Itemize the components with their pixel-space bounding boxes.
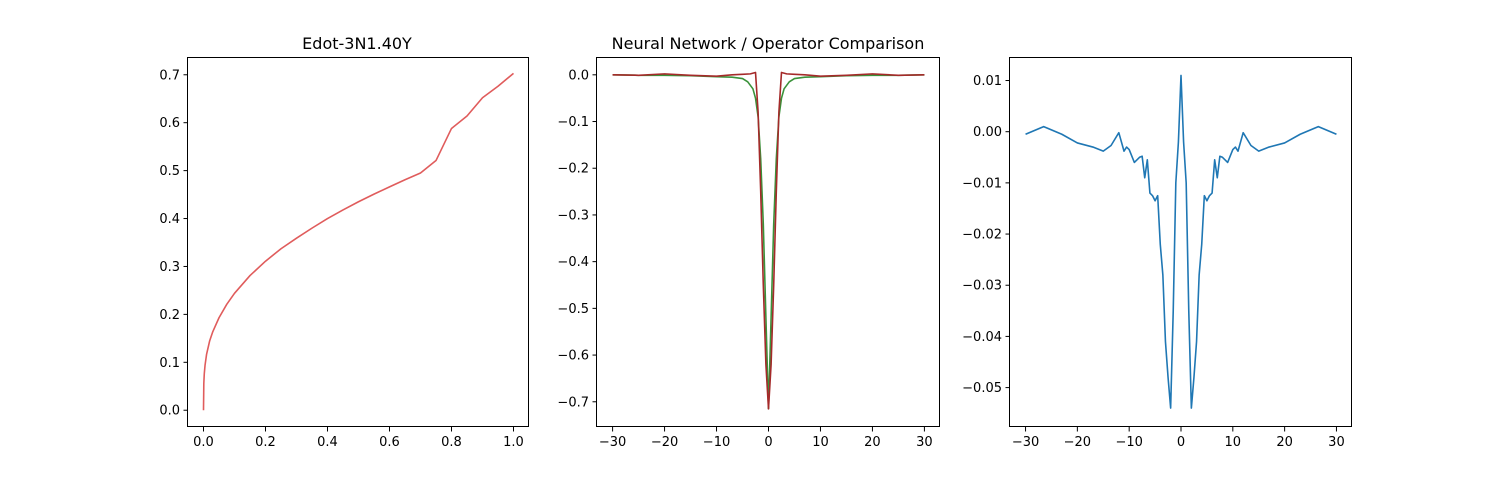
x-tick-label: −30: [1012, 435, 1039, 450]
y-axis-ticks: 0.0 −0.1 −0.2 −0.3 −0.4 −0.5 −0.6 −0.7: [557, 68, 597, 410]
x-axis-ticks: −30 −20 −10 0 10 20 30: [599, 427, 933, 450]
x-tick-label: 0: [1177, 435, 1185, 450]
axes-frame: [187, 57, 529, 427]
x-axis-ticks: −30 −20 −10 0 10 20 30: [1012, 427, 1345, 450]
chart-panel-left: Edot-3N1.40Y 0.0 0.2 0.4 0.6 0.8 1.0 0.00.10.…: [159, 34, 529, 450]
x-tick-label: 20: [1276, 435, 1293, 450]
axes-frame: [1009, 57, 1352, 427]
chart-panel-right: −30 −20 −10 0 10 20 30 0.01 0.00 −0.01 −0.02 −0.03…: [962, 57, 1352, 450]
x-tick-label: 10: [1225, 435, 1242, 450]
x-tick-label: 10: [812, 435, 829, 450]
series-layer: [612, 71, 925, 410]
chart-panel-middle: Neural Network / Operator Comparison −30…: [557, 34, 940, 450]
y-tick-label: −0.05: [962, 381, 1002, 396]
y-tick-label: 0.0: [568, 68, 589, 83]
y-tick-label: −0.01: [962, 176, 1002, 191]
y-tick-label: 0.5: [159, 164, 180, 179]
x-tick-label: 0.4: [317, 435, 338, 450]
y-tick-label: −0.5: [557, 302, 589, 317]
x-tick-label: 0.2: [255, 435, 276, 450]
y-tick-label: 0.2: [159, 308, 180, 323]
chart-title: Edot-3N1.40Y: [302, 34, 412, 53]
y-tick-label: 0.6: [159, 116, 180, 131]
y-tick-label: −0.03: [962, 279, 1002, 294]
x-tick-label: 0.0: [193, 435, 214, 450]
series-layer: [202, 72, 515, 411]
y-tick-label: −0.4: [557, 255, 589, 270]
y-tick-label: 0.3: [159, 260, 180, 275]
x-tick-label: −10: [1115, 435, 1142, 450]
x-tick-label: 30: [1328, 435, 1345, 450]
series-line-0: [1025, 74, 1337, 409]
y-tick-label: −0.2: [557, 162, 589, 177]
x-tick-label: −20: [651, 435, 678, 450]
y-tick-label: 0.00: [973, 125, 1002, 140]
x-axis-ticks: 0.0 0.2 0.4 0.6 0.8 1.0: [193, 427, 524, 450]
y-tick-label: −0.6: [557, 349, 589, 364]
x-tick-label: 1.0: [503, 435, 524, 450]
y-axis-ticks: 0.0 0.1 0.2 0.3 0.4 0.5 0.6 0.7: [159, 68, 188, 419]
y-tick-label: −0.02: [962, 228, 1002, 243]
x-tick-label: 0.6: [379, 435, 400, 450]
series-line-1: [612, 71, 925, 410]
y-tick-label: 0.7: [159, 68, 180, 83]
y-tick-label: −0.04: [962, 330, 1002, 345]
series-line-0: [202, 72, 515, 411]
x-tick-label: −10: [703, 435, 730, 450]
chart-title: Neural Network / Operator Comparison: [612, 34, 925, 53]
y-tick-label: 0.1: [159, 356, 180, 371]
x-tick-label: −20: [1064, 435, 1091, 450]
y-tick-label: 0.01: [973, 74, 1002, 89]
y-tick-label: −0.3: [557, 208, 589, 223]
x-tick-label: 20: [864, 435, 881, 450]
axes-frame: [596, 57, 940, 427]
series-layer: [1025, 74, 1337, 409]
y-tick-label: −0.7: [557, 395, 589, 410]
y-axis-ticks: 0.01 0.00 −0.01 −0.02 −0.03 −0.04 −0.05: [962, 74, 1010, 396]
y-tick-label: −0.1: [557, 115, 589, 130]
y-tick-label: 0.0: [159, 404, 180, 419]
x-tick-label: −30: [599, 435, 626, 450]
x-tick-label: 0: [764, 435, 772, 450]
x-tick-label: 0.8: [441, 435, 462, 450]
y-tick-label: 0.4: [159, 212, 180, 227]
x-tick-label: 30: [916, 435, 933, 450]
